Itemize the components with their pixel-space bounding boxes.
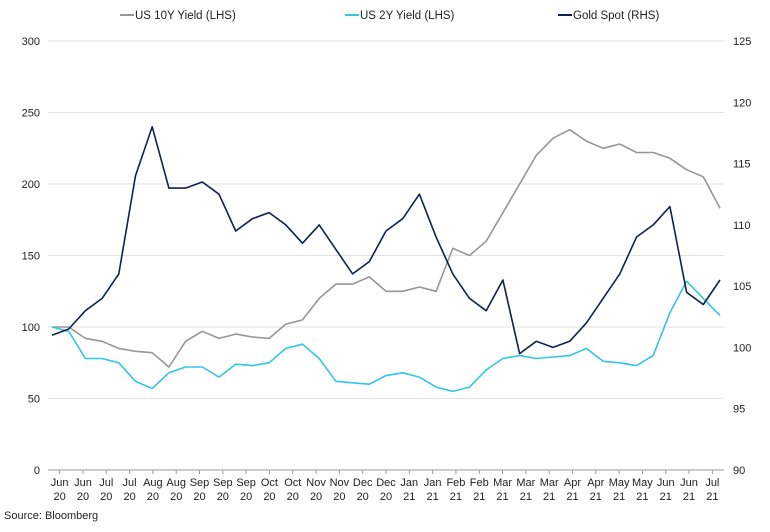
series-line-0 <box>52 128 721 368</box>
x-tick-label-year: 20 <box>77 491 89 503</box>
x-tick-label-year: 21 <box>473 491 485 503</box>
x-tick-label-year: 20 <box>123 491 135 503</box>
y-left-tick-label: 150 <box>22 251 40 263</box>
y-right-tick-label: 100 <box>733 342 751 354</box>
x-tick-label-month: Oct <box>284 477 301 489</box>
x-tick-label-year: 20 <box>170 491 182 503</box>
x-tick-label-year: 21 <box>543 491 555 503</box>
y-right-tick-label: 115 <box>733 159 751 171</box>
y-right-tick-label: 125 <box>733 36 751 48</box>
x-tick-label-month: Jul <box>99 477 113 489</box>
x-tick-label-month: Dec <box>353 477 373 489</box>
y-right-tick-label: 90 <box>733 465 745 477</box>
x-tick-label-month: Oct <box>261 477 278 489</box>
x-tick-label-month: Jan <box>400 477 418 489</box>
y-left-tick-label: 250 <box>22 108 40 120</box>
legend-label-2: Gold Spot (RHS) <box>573 10 659 22</box>
gridlines <box>48 40 724 399</box>
y-right-tick-label: 95 <box>733 404 745 416</box>
x-tick-label-year: 20 <box>380 491 392 503</box>
x-tick-label-month: Aug <box>143 477 163 489</box>
x-tick-label-year: 20 <box>193 491 205 503</box>
y-right-tick-label: 110 <box>733 220 751 232</box>
x-tick-label-year: 20 <box>100 491 112 503</box>
x-tick-label-year: 20 <box>333 491 345 503</box>
x-tick-label-year: 21 <box>660 491 672 503</box>
x-tick-label-year: 20 <box>147 491 159 503</box>
series-layer <box>51 126 721 393</box>
x-tick-label-year: 21 <box>496 491 508 503</box>
x-tick-label-month: Nov <box>330 477 350 489</box>
y-left-tick-label: 0 <box>34 465 40 477</box>
legend-label-0: US 10Y Yield (LHS) <box>135 10 236 22</box>
y-left-tick-label: 50 <box>28 394 40 406</box>
x-tick-label-month: Feb <box>470 477 489 489</box>
y-right-tick-label: 120 <box>733 97 751 109</box>
x-tick-label-month: Mar <box>516 477 535 489</box>
x-tick-label-month: Feb <box>446 477 465 489</box>
x-tick-label-month: Sep <box>236 477 256 489</box>
x-tick-label-month: Apr <box>564 477 581 489</box>
x-tick-label-month: May <box>609 477 630 489</box>
x-tick-label-month: Aug <box>166 477 186 489</box>
chart-svg: US 10Y Yield (LHS) US 2Y Yield (LHS) Gold … <box>22 10 752 503</box>
x-tick-label-month: Jun <box>51 477 69 489</box>
x-tick-label-year: 21 <box>590 491 602 503</box>
y-left-tick-label: 200 <box>22 179 40 191</box>
y-left-tick-label: 300 <box>22 36 40 48</box>
x-tick-label-month: Jun <box>680 477 698 489</box>
x-tick-label-month: May <box>632 477 653 489</box>
x-tick-label-year: 21 <box>520 491 532 503</box>
series-line-2 <box>51 126 721 355</box>
x-tick-label-year: 21 <box>706 491 718 503</box>
x-tick-label-year: 21 <box>566 491 578 503</box>
x-tick-label-month: Sep <box>190 477 210 489</box>
x-tick-label-month: Apr <box>587 477 604 489</box>
x-tick-label-month: Nov <box>306 477 326 489</box>
x-tick-label-year: 21 <box>426 491 438 503</box>
x-tick-label-month: Sep <box>213 477 233 489</box>
x-tick-label-month: Jun <box>657 477 675 489</box>
series-line-1 <box>51 280 721 393</box>
x-tick-label-month: Mar <box>540 477 559 489</box>
y-right-tick-label: 105 <box>733 281 751 293</box>
x-tick-label-year: 21 <box>403 491 415 503</box>
legend-label-1: US 2Y Yield (LHS) <box>360 10 455 22</box>
x-tick-label-month: Jun <box>74 477 92 489</box>
x-tick-label-year: 21 <box>636 491 648 503</box>
axes: 0 50 100 150 200 250 300 90 95 100 105 110 115 120 125… <box>22 36 752 503</box>
x-tick-label-year: 20 <box>217 491 229 503</box>
x-tick-label-year: 20 <box>357 491 369 503</box>
source-note: Source: Bloomberg <box>4 510 99 522</box>
x-tick-label-month: Jul <box>705 477 719 489</box>
x-tick-label-month: Jul <box>123 477 137 489</box>
x-tick-label-year: 21 <box>613 491 625 503</box>
x-tick-label-year: 20 <box>54 491 66 503</box>
x-tick-label-month: Dec <box>376 477 396 489</box>
y-left-tick-label: 100 <box>22 322 40 334</box>
legend: US 10Y Yield (LHS) US 2Y Yield (LHS) Gold … <box>120 10 659 22</box>
x-tick-label-year: 21 <box>683 491 695 503</box>
x-tick-label-year: 20 <box>240 491 252 503</box>
x-tick-label-year: 20 <box>263 491 275 503</box>
x-tick-label-month: Mar <box>493 477 512 489</box>
x-tick-label-year: 21 <box>450 491 462 503</box>
x-tick-label-year: 20 <box>287 491 299 503</box>
x-tick-label-month: Jan <box>424 477 442 489</box>
x-tick-label-year: 20 <box>310 491 322 503</box>
